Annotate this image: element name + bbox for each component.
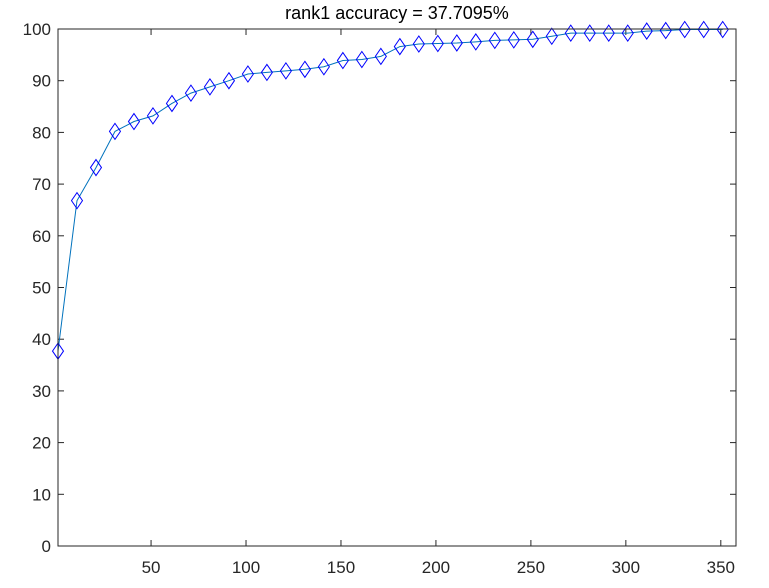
- x-tick-label: 250: [517, 558, 545, 577]
- y-tick-label: 80: [32, 123, 51, 142]
- x-tick-label: 200: [422, 558, 450, 577]
- data-point-marker: [412, 35, 425, 53]
- x-axis: 50 100 150 200 250 300 350: [142, 29, 735, 577]
- data-point-marker: [317, 57, 330, 76]
- data-point-marker: [697, 20, 710, 39]
- y-tick-label: 20: [32, 434, 51, 453]
- data-point-marker: [260, 63, 274, 82]
- x-tick-label: 300: [612, 558, 640, 577]
- data-point-marker: [355, 50, 368, 69]
- x-tick-label: 50: [142, 558, 161, 577]
- series-markers: [51, 20, 729, 360]
- data-point-marker: [564, 24, 577, 43]
- data-point-marker: [70, 191, 84, 210]
- data-point-marker: [146, 106, 160, 125]
- data-point-marker: [659, 21, 672, 40]
- data-point-marker: [716, 20, 729, 39]
- y-tick-label: 40: [32, 330, 51, 349]
- data-point-marker: [222, 71, 236, 90]
- data-point-marker: [545, 27, 558, 46]
- data-point-marker: [279, 61, 293, 80]
- data-point-marker: [431, 34, 444, 53]
- data-point-marker: [602, 24, 615, 43]
- series-line: [57, 29, 723, 352]
- data-point-marker: [488, 31, 501, 50]
- data-point-marker: [621, 24, 634, 43]
- y-tick-label: 60: [32, 227, 51, 246]
- data-point-marker: [393, 37, 406, 56]
- data-point-marker: [298, 60, 311, 79]
- data-point-marker: [89, 158, 103, 177]
- x-tick-label: 150: [327, 558, 355, 577]
- data-point-marker: [678, 20, 691, 39]
- data-point-marker: [583, 24, 596, 43]
- data-point-marker: [203, 78, 217, 96]
- data-point-marker: [127, 112, 141, 131]
- y-tick-label: 90: [32, 72, 51, 91]
- data-point-marker: [469, 33, 482, 51]
- data-point-marker: [374, 47, 387, 66]
- data-point-marker: [165, 94, 179, 113]
- y-tick-label: 0: [42, 537, 51, 556]
- x-tick-label: 350: [707, 558, 735, 577]
- x-tick-label: 100: [232, 558, 260, 577]
- y-tick-label: 30: [32, 382, 51, 401]
- y-tick-label: 10: [32, 485, 51, 504]
- data-point-marker: [640, 22, 653, 40]
- data-point-marker: [507, 30, 520, 49]
- y-tick-label: 50: [32, 279, 51, 298]
- data-point-marker: [450, 34, 463, 52]
- data-point-marker: [336, 51, 349, 70]
- y-tick-label: 100: [23, 20, 51, 39]
- y-axis: 0 10 20 30 40 50 60 70 80 90 100: [23, 20, 736, 556]
- data-point-marker: [184, 84, 198, 102]
- y-tick-label: 70: [32, 175, 51, 194]
- chart-title: rank1 accuracy = 37.7095%: [285, 3, 509, 23]
- axes-box: [57, 28, 737, 547]
- data-point-marker: [241, 65, 255, 83]
- data-point-marker: [108, 122, 122, 141]
- plot-area: [58, 29, 736, 546]
- data-point-marker: [526, 30, 539, 49]
